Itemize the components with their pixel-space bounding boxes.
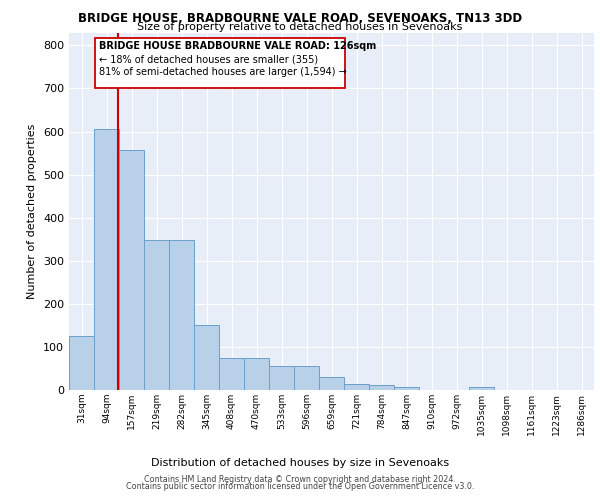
Bar [344, 384, 368, 390]
Text: Distribution of detached houses by size in Sevenoaks: Distribution of detached houses by size … [151, 458, 449, 468]
Text: 81% of semi-detached houses are larger (1,594) →: 81% of semi-detached houses are larger (… [99, 67, 347, 77]
FancyBboxPatch shape [95, 38, 345, 88]
Text: BRIDGE HOUSE BRADBOURNE VALE ROAD: 126sqm: BRIDGE HOUSE BRADBOURNE VALE ROAD: 126sq… [99, 41, 376, 51]
Text: Size of property relative to detached houses in Sevenoaks: Size of property relative to detached ho… [137, 22, 463, 32]
Bar [370, 385, 394, 390]
Y-axis label: Number of detached properties: Number of detached properties [28, 124, 37, 299]
Bar [469, 386, 494, 390]
Text: Contains public sector information licensed under the Open Government Licence v3: Contains public sector information licen… [126, 482, 474, 491]
Text: Contains HM Land Registry data © Crown copyright and database right 2024.: Contains HM Land Registry data © Crown c… [144, 474, 456, 484]
Bar [269, 366, 293, 390]
Bar [244, 358, 269, 390]
Bar [94, 130, 119, 390]
Bar [145, 240, 169, 390]
Text: ← 18% of detached houses are smaller (355): ← 18% of detached houses are smaller (35… [99, 55, 318, 65]
Bar [169, 240, 194, 390]
Bar [295, 366, 319, 390]
Text: BRIDGE HOUSE, BRADBOURNE VALE ROAD, SEVENOAKS, TN13 3DD: BRIDGE HOUSE, BRADBOURNE VALE ROAD, SEVE… [78, 12, 522, 25]
Bar [394, 386, 419, 390]
Bar [319, 377, 344, 390]
Bar [220, 358, 244, 390]
Bar [194, 326, 218, 390]
Bar [119, 150, 143, 390]
Bar [70, 336, 94, 390]
